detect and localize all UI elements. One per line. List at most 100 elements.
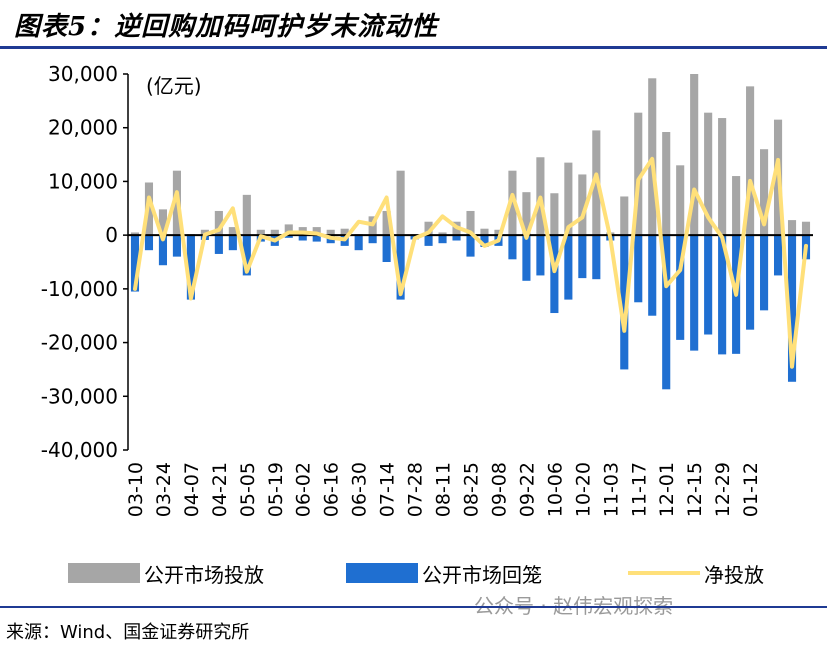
y-tick-label: 30,000 xyxy=(48,62,118,86)
legend-swatch-withdrawal xyxy=(346,563,418,583)
net-line-layer xyxy=(133,156,808,369)
bar-injection xyxy=(718,118,727,236)
bar-injection xyxy=(662,132,671,236)
bar-withdrawal xyxy=(130,235,140,292)
y-tick-label: -20,000 xyxy=(41,331,118,355)
x-tick-label: 04-07 xyxy=(181,462,203,517)
bar-injection xyxy=(424,221,433,236)
bar-withdrawal xyxy=(284,235,293,238)
bar-withdrawal xyxy=(186,235,195,300)
bar-withdrawal xyxy=(746,235,755,330)
x-tick-label: 08-25 xyxy=(461,462,483,517)
bar-withdrawal xyxy=(760,235,769,311)
watermark: 公众号 · 赵伟宏观探索 xyxy=(474,594,674,618)
bar-withdrawal xyxy=(144,235,154,251)
bar-injection xyxy=(690,74,699,236)
bar-withdrawal xyxy=(536,235,545,276)
bar-injection xyxy=(228,227,237,236)
x-tick-label: 03-10 xyxy=(125,462,147,517)
bar-injection xyxy=(704,112,713,236)
bar-injection xyxy=(396,170,405,236)
x-tick-label: 09-22 xyxy=(516,462,538,517)
bar-injection xyxy=(787,220,797,236)
x-tick-label: 01-12 xyxy=(740,462,762,517)
y-tick-label: 0 xyxy=(105,223,118,247)
x-tick-label: 10-20 xyxy=(572,462,594,517)
bar-withdrawal xyxy=(662,235,671,390)
x-tick-label: 08-11 xyxy=(433,462,455,517)
x-tick-label: 05-05 xyxy=(237,462,259,517)
bar-withdrawal xyxy=(228,235,237,251)
bar-withdrawal xyxy=(634,235,643,303)
bar-injection xyxy=(746,86,755,236)
bar-withdrawal xyxy=(787,235,797,382)
bar-injection xyxy=(732,176,741,236)
x-tick-label: 09-08 xyxy=(488,462,510,517)
source-note: 来源：Wind、国金证券研究所 xyxy=(6,622,250,643)
bar-injection xyxy=(382,210,391,236)
bar-withdrawal xyxy=(424,235,433,246)
x-tick-label: 07-28 xyxy=(405,462,427,517)
x-tick-label: 06-16 xyxy=(321,462,343,517)
bar-withdrawal xyxy=(396,235,405,300)
bar-injection xyxy=(564,162,573,236)
bar-injection xyxy=(466,210,475,236)
bar-injection xyxy=(620,196,629,236)
bar-injection xyxy=(494,229,503,236)
bar-withdrawal xyxy=(620,235,629,370)
x-tick-label: 06-30 xyxy=(349,462,371,517)
legend-swatch-injection xyxy=(68,563,140,583)
bar-withdrawal xyxy=(312,235,321,242)
footer-rule xyxy=(0,606,827,608)
bar-withdrawal xyxy=(438,235,447,244)
bar-injection xyxy=(312,227,321,236)
bar-injection xyxy=(340,228,349,236)
x-tick-label: 03-24 xyxy=(153,462,175,517)
unit-label: (亿元) xyxy=(146,74,202,98)
legend-swatch-net xyxy=(628,571,700,575)
bar-withdrawal xyxy=(648,235,657,316)
bar-withdrawal xyxy=(592,235,601,280)
bar-injection xyxy=(242,194,251,236)
y-tick-label: -30,000 xyxy=(41,384,118,408)
bar-withdrawal xyxy=(172,235,181,257)
bar-withdrawal xyxy=(718,235,727,355)
bar-injection xyxy=(676,165,685,236)
bar-withdrawal xyxy=(466,235,475,257)
bar-injection xyxy=(200,229,209,236)
y-tick-label: -10,000 xyxy=(41,277,118,301)
bar-injection xyxy=(438,232,447,236)
bar-withdrawal xyxy=(298,235,307,241)
bar-injection xyxy=(158,209,168,236)
bar-withdrawal xyxy=(550,235,559,314)
figure-title: 图表5：逆回购加码呵护岁末流动性 xyxy=(14,12,439,42)
x-tick-label: 11-03 xyxy=(600,462,622,517)
bar-withdrawal xyxy=(773,235,783,276)
legend-label-withdrawal: 公开市场回笼 xyxy=(422,562,542,587)
y-tick-label: -40,000 xyxy=(41,438,118,462)
bar-injection xyxy=(634,112,643,236)
bar-withdrawal xyxy=(578,235,587,279)
x-tick-label: 05-19 xyxy=(265,462,287,517)
chart: 30,000 20,000 10,000 0 -10,000 -20,000 -30,000… xyxy=(41,62,813,517)
bar-withdrawal xyxy=(354,235,363,251)
bar-injection xyxy=(480,228,489,236)
bar-injection xyxy=(801,221,811,236)
series-line-net xyxy=(133,156,808,369)
bar-withdrawal xyxy=(704,235,713,335)
y-tick-label: 10,000 xyxy=(48,169,118,193)
bar-injection xyxy=(648,78,657,236)
bar-injection xyxy=(270,229,279,236)
bar-injection xyxy=(550,193,559,236)
bar-injection xyxy=(522,192,531,236)
bar-withdrawal xyxy=(242,235,251,276)
legend-label-injection: 公开市场投放 xyxy=(144,562,264,587)
bar-injection xyxy=(256,229,265,236)
bar-withdrawal xyxy=(382,235,391,262)
x-tick-label: 12-15 xyxy=(684,462,706,517)
bar-withdrawal xyxy=(452,235,461,241)
legend-item-net: 净投放 xyxy=(628,560,764,587)
x-tick-label: 04-21 xyxy=(209,462,231,517)
legend-item-withdrawal: 公开市场回笼 xyxy=(346,560,542,587)
bar-withdrawal xyxy=(214,235,223,254)
